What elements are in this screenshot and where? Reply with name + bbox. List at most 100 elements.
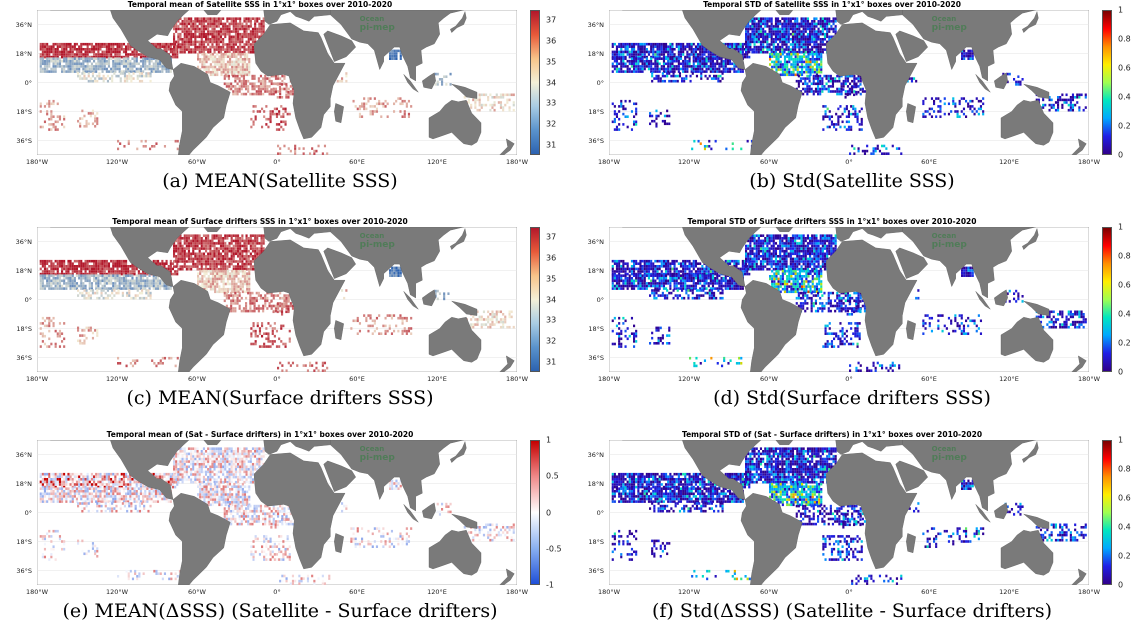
data-cell <box>766 38 768 41</box>
data-cell <box>131 68 133 71</box>
data-cell <box>91 65 93 68</box>
data-cell <box>678 65 680 68</box>
data-cell <box>61 270 63 273</box>
data-cell <box>203 260 205 263</box>
data-cell <box>716 63 718 66</box>
data-cell <box>205 245 207 248</box>
data-cell <box>190 51 192 54</box>
data-cell <box>695 57 697 60</box>
data-cell <box>97 45 99 48</box>
data-cell <box>1068 104 1070 107</box>
data-cell <box>798 28 800 31</box>
data-cell <box>1072 106 1074 109</box>
data-cell <box>288 88 290 91</box>
data-cell <box>393 50 395 53</box>
data-cell <box>775 36 777 39</box>
data-cell <box>221 63 223 66</box>
data-cell <box>470 104 472 107</box>
data-cell <box>788 17 790 20</box>
data-cell <box>159 70 161 73</box>
data-cell <box>46 285 48 288</box>
data-cell <box>114 274 116 277</box>
data-cell <box>65 285 67 288</box>
data-cell <box>125 260 127 263</box>
data-cell <box>138 282 140 285</box>
data-cell <box>134 51 136 54</box>
data-cell <box>443 75 445 78</box>
data-cell <box>285 123 287 126</box>
data-cell <box>177 140 179 143</box>
data-cell <box>201 258 203 261</box>
data-cell <box>218 23 220 26</box>
data-cell <box>201 48 203 51</box>
data-cell <box>172 262 174 265</box>
data-cell <box>108 57 110 60</box>
data-cell <box>197 30 199 33</box>
data-cell <box>818 46 820 49</box>
data-cell <box>627 51 629 54</box>
data-cell <box>197 41 199 44</box>
data-cell <box>1051 106 1053 109</box>
data-cell <box>108 274 110 277</box>
data-cell <box>177 242 179 245</box>
data-cell <box>829 126 831 129</box>
data-cell <box>796 23 798 26</box>
data-cell <box>102 285 104 288</box>
data-cell <box>807 53 809 56</box>
data-cell <box>157 70 159 73</box>
data-cell <box>637 57 639 60</box>
data-cell <box>201 38 203 41</box>
data-cell <box>188 234 190 237</box>
data-cell <box>725 60 727 63</box>
data-cell <box>622 123 624 126</box>
data-cell <box>138 63 140 66</box>
data-cell <box>292 90 294 93</box>
data-cell <box>209 250 211 253</box>
data-cell <box>150 294 152 297</box>
data-cell <box>79 125 81 128</box>
data-cell <box>192 20 194 23</box>
data-cell <box>228 77 230 80</box>
data-cell <box>177 33 179 36</box>
data-cell <box>179 36 181 39</box>
data-cell <box>168 45 170 48</box>
data-cell <box>270 113 272 116</box>
data-cell <box>758 17 760 20</box>
data-cell <box>822 25 824 28</box>
data-cell <box>235 36 237 39</box>
data-cell <box>48 100 50 103</box>
data-cell <box>820 25 822 28</box>
data-cell <box>642 68 644 71</box>
data-cell <box>53 53 55 56</box>
data-cell <box>222 25 224 28</box>
data-cell <box>788 30 790 33</box>
data-cell <box>44 277 46 280</box>
data-cell <box>820 23 822 26</box>
data-cell <box>210 55 212 58</box>
data-cell <box>625 115 627 118</box>
data-cell <box>57 65 59 68</box>
data-cell <box>123 287 125 290</box>
data-cell <box>88 72 90 75</box>
x-tick-label: 120°E <box>427 158 447 166</box>
data-cell <box>250 36 252 39</box>
data-cell <box>835 113 837 116</box>
data-cell <box>701 63 703 66</box>
data-cell <box>216 23 218 26</box>
data-cell <box>50 60 52 63</box>
data-cell <box>616 60 618 63</box>
data-cell <box>784 58 786 61</box>
data-cell <box>811 33 813 36</box>
data-cell <box>93 53 95 56</box>
data-cell <box>1015 81 1017 84</box>
data-cell <box>794 33 796 36</box>
data-cell <box>218 25 220 28</box>
data-cell <box>46 277 48 280</box>
data-cell <box>82 63 84 66</box>
data-cell <box>721 57 723 60</box>
data-cell <box>197 268 199 271</box>
data-cell <box>660 112 662 115</box>
data-cell <box>766 17 768 20</box>
data-cell <box>119 43 121 46</box>
data-cell <box>695 48 697 51</box>
